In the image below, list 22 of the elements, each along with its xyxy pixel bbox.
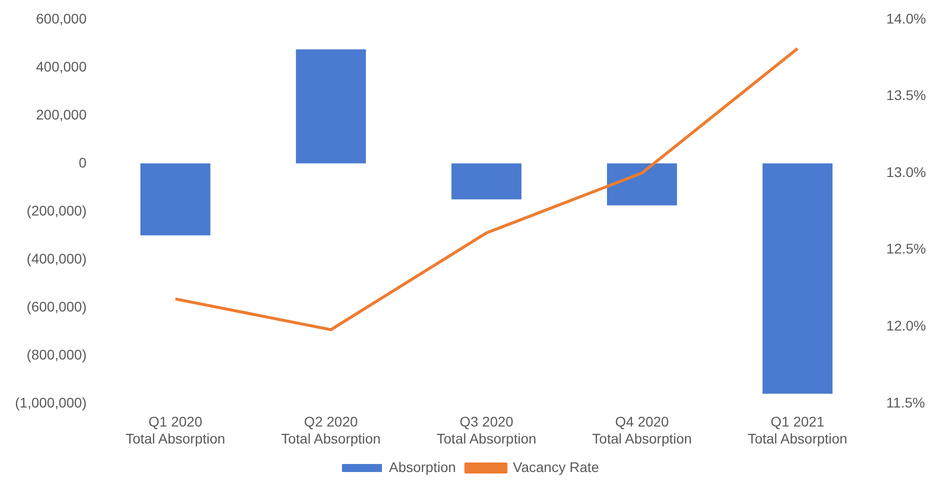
y-tick-label: 600,000 xyxy=(36,10,87,26)
y2-tick-label: 13.5% xyxy=(886,87,926,104)
y2-tick-label: 11.5% xyxy=(886,394,925,410)
x-tick-label: Q2 2020 Total Absorption xyxy=(281,414,381,446)
y-tick-label: (400,000) xyxy=(26,250,87,266)
y-tick-label: 0 xyxy=(78,154,87,170)
legend-label: Vacancy Rate xyxy=(512,458,600,475)
y2-tick-label: 13.0% xyxy=(886,164,926,180)
y-tick-label: 200,000 xyxy=(36,106,87,122)
y2-tick-label: 12.0% xyxy=(886,317,926,334)
y-tick-label: (800,000) xyxy=(26,346,87,362)
x-tick-label: Q1 2021 Total Absorption xyxy=(748,414,848,446)
x-tick-label: Q4 2020 Total Absorption xyxy=(592,414,692,446)
y2-tick-label: 12.5% xyxy=(886,240,926,257)
x-tick-label: Q3 2020 Total Absorption xyxy=(436,414,536,446)
legend-label: Absorption xyxy=(388,458,456,475)
y-tick-label: (200,000) xyxy=(26,202,87,218)
y-tick-label: (1,000,000) xyxy=(14,394,87,410)
y-tick-label: (600,000) xyxy=(26,298,87,314)
x-tick-label: Q1 2020 Total Absorption xyxy=(126,414,226,446)
y-tick-label: 400,000 xyxy=(36,58,87,74)
y2-tick-label: 14.0% xyxy=(886,10,926,26)
